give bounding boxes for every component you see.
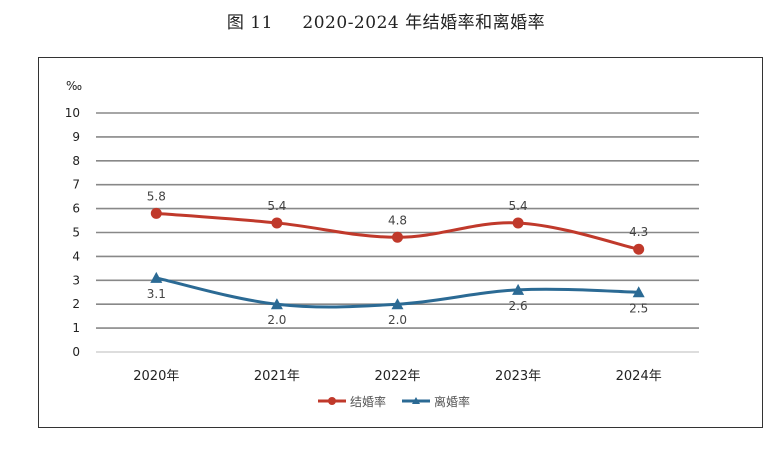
legend-label: 结婚率 — [350, 394, 386, 409]
y-tick-label: 10 — [65, 106, 80, 120]
data-label: 2.0 — [267, 313, 286, 327]
y-tick-label: 9 — [72, 130, 80, 144]
x-tick-label: 2020年 — [133, 369, 179, 384]
y-tick-label: 3 — [72, 273, 80, 287]
legend-marker — [412, 397, 420, 404]
data-point — [150, 271, 163, 283]
legend-label: 离婚率 — [434, 394, 470, 409]
data-point — [271, 217, 283, 229]
data-point — [632, 286, 645, 298]
data-point — [512, 217, 524, 229]
data-label: 5.8 — [147, 189, 166, 203]
legend-marker — [328, 397, 336, 405]
data-point — [270, 298, 283, 310]
y-tick-label: 2 — [72, 297, 80, 311]
data-label: 2.5 — [629, 301, 648, 315]
data-label: 4.8 — [388, 213, 407, 227]
data-label: 5.4 — [267, 199, 286, 213]
y-tick-label: 0 — [72, 345, 80, 359]
x-tick-label: 2024年 — [616, 369, 662, 384]
data-point — [512, 283, 525, 295]
data-point — [392, 231, 403, 243]
data-point — [633, 243, 645, 255]
data-label: 5.4 — [509, 199, 528, 213]
y-tick-label: 1 — [72, 321, 80, 335]
y-tick-label: 7 — [72, 178, 80, 192]
chart-frame — [38, 57, 763, 428]
data-label: 4.3 — [629, 225, 648, 239]
data-point — [150, 207, 162, 219]
data-label: 2.6 — [509, 299, 528, 313]
y-tick-label: 8 — [72, 154, 80, 168]
y-tick-label: 5 — [72, 226, 80, 240]
y-axis-unit: ‰ — [66, 79, 82, 93]
y-tick-label: 6 — [72, 202, 80, 216]
x-tick-label: 2023年 — [495, 369, 541, 384]
x-tick-label: 2021年 — [254, 369, 300, 384]
x-tick-label: 2022年 — [374, 369, 420, 384]
y-tick-label: 4 — [72, 249, 80, 263]
chart-title: 图 11 2020-2024 年结婚率和离婚率 — [226, 13, 546, 33]
data-label: 2.0 — [388, 313, 407, 327]
data-label: 3.1 — [147, 287, 166, 301]
data-point — [391, 298, 404, 310]
